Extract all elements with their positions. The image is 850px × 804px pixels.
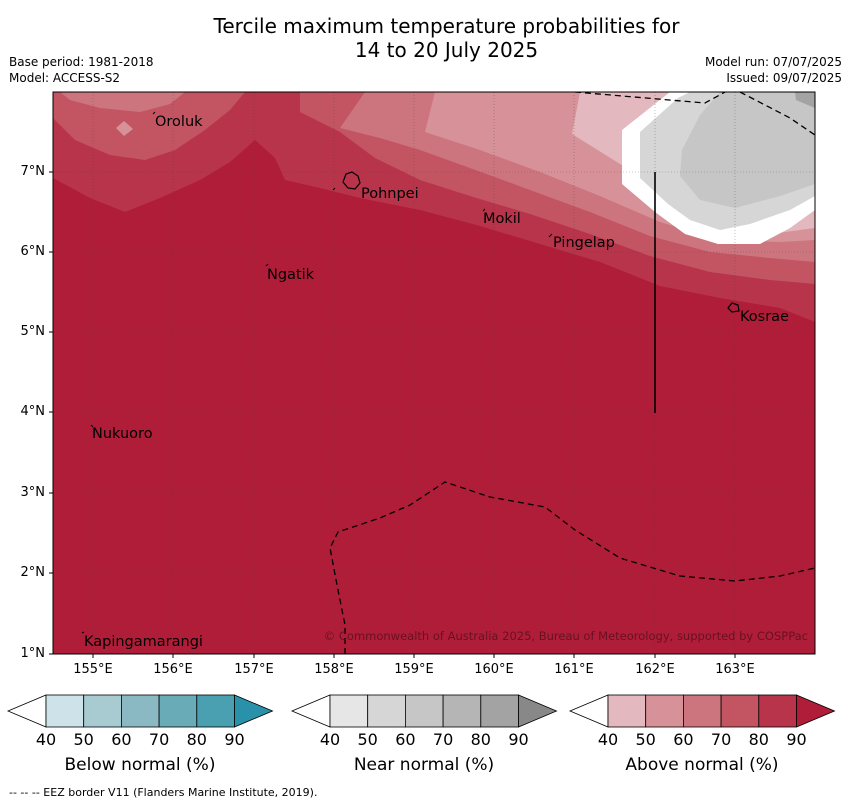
below-colorbar-segment [158, 694, 198, 728]
near-colorbar-tick: 60 [395, 730, 416, 749]
atoll-marks [81, 111, 553, 634]
near-colorbar-segment [329, 694, 369, 728]
y-tick-label: 3°N [20, 485, 46, 500]
model-name: Model: ACCESS-S2 [9, 71, 121, 85]
prob-blob [116, 121, 133, 136]
place-label: Mokil [483, 211, 521, 227]
below-colorbar-tick: 50 [73, 730, 94, 749]
base-period: Base period: 1981-2018 [9, 55, 154, 69]
map-frame [52, 91, 816, 655]
place-label: Pohnpei [361, 186, 419, 202]
near-colorbar-tick: 40 [319, 730, 341, 749]
near-colorbar-segment [367, 694, 406, 728]
below-colorbar-high-extend [234, 694, 274, 728]
near-colorbar-tick: 80 [470, 730, 491, 749]
y-tick-label: 5°N [20, 324, 46, 339]
below-colorbar-tick: 90 [224, 730, 245, 749]
eez-borders [329, 92, 815, 654]
eez-footnote: -- -- -- EEZ border V11 (Flanders Marine… [9, 786, 318, 799]
above-normal-label: Above normal (%) [625, 755, 779, 775]
below-colorbar-segment [121, 694, 160, 728]
y-tick-label: 6°N [20, 244, 46, 259]
near-colorbar-high-extend [518, 694, 558, 728]
x-tick-label: 162°E [635, 662, 675, 677]
y-tick-label: 7°N [20, 164, 46, 179]
above-colorbar-segment [683, 694, 722, 728]
place-label: Pingelap [553, 235, 615, 251]
near-normal-70 [795, 92, 815, 108]
below-colorbar-segment [45, 694, 85, 728]
colorbars [6, 694, 836, 728]
near-colorbar-segment [480, 694, 519, 728]
above-colorbar-segment [607, 694, 647, 728]
map-plot: Oroluk Pohnpei Mokil Pingelap Ngatik Kos… [49, 91, 816, 658]
near-normal-60 [680, 92, 815, 208]
x-tick-label: 160°E [474, 662, 514, 677]
y-tick-label: 4°N [20, 404, 46, 419]
copyright-notice: © Commonwealth of Australia 2025, Bureau… [324, 629, 808, 643]
above-colorbar-segment [758, 694, 797, 728]
below-colorbar-tick: 60 [111, 730, 132, 749]
below-normal-label: Below normal (%) [64, 755, 216, 775]
x-tick-label: 156°E [153, 662, 193, 677]
tick-marks [49, 171, 736, 658]
below-colorbar-tick: 70 [148, 730, 170, 749]
pohnpei-island [342, 171, 361, 190]
above-colorbar-tick: 50 [635, 730, 656, 749]
x-tick-label: 159°E [394, 662, 434, 677]
near-normal-label: Near normal (%) [353, 755, 495, 775]
y-tick-label: 2°N [20, 565, 46, 580]
x-tick-label: 158°E [314, 662, 354, 677]
near-colorbar-tick: 90 [508, 730, 529, 749]
model-run: Model run: 07/07/2025 [704, 55, 842, 69]
near-colorbar-segment [404, 694, 444, 728]
above-colorbar-tick: 40 [597, 730, 619, 749]
below-colorbar-segment [196, 694, 235, 728]
issued-date: Issued: 09/07/2025 [726, 71, 842, 85]
near-colorbar-low-extend [290, 694, 331, 728]
below-colorbar-tick: 80 [186, 730, 207, 749]
chart-title: Tercile maximum temperature probabilitie… [0, 14, 850, 62]
near-colorbar-tick: 70 [432, 730, 454, 749]
x-tick-label: 155°E [73, 662, 113, 677]
above-colorbar-segment [645, 694, 684, 728]
x-tick-label: 161°E [554, 662, 594, 677]
x-tick-label: 157°E [234, 662, 274, 677]
place-label: Kapingamarangi [84, 634, 203, 650]
title-line-1: Tercile maximum temperature probabilitie… [213, 14, 680, 38]
below-colorbar-tick: 40 [35, 730, 57, 749]
above-colorbar-tick: 90 [786, 730, 807, 749]
above-colorbar-tick: 70 [710, 730, 732, 749]
meta-right: Model run: 07/07/2025 Issued: 09/07/2025 [705, 54, 842, 86]
title-line-2: 14 to 20 July 2025 [354, 38, 539, 62]
near-colorbar-tick: 50 [357, 730, 378, 749]
above-colorbar-tick: 80 [748, 730, 769, 749]
y-tick-label: 1°N [20, 646, 46, 661]
place-label: Ngatik [267, 267, 315, 283]
meta-left: Base period: 1981-2018 Model: ACCESS-S2 [9, 54, 154, 86]
below-colorbar-low-extend [6, 694, 47, 728]
above-colorbar-high-extend [796, 694, 836, 728]
x-tick-label: 163°E [715, 662, 755, 677]
above-colorbar-low-extend [568, 694, 609, 728]
below-colorbar-segment [83, 694, 122, 728]
above-colorbar-segment [720, 694, 760, 728]
pohnpei-atoll [332, 187, 336, 191]
above-colorbar-tick: 60 [673, 730, 694, 749]
near-colorbar-segment [442, 694, 482, 728]
place-label: Kosrae [740, 309, 789, 325]
kosrae-island [727, 302, 740, 313]
place-label: Oroluk [155, 114, 203, 130]
place-label: Nukuoro [92, 426, 153, 442]
